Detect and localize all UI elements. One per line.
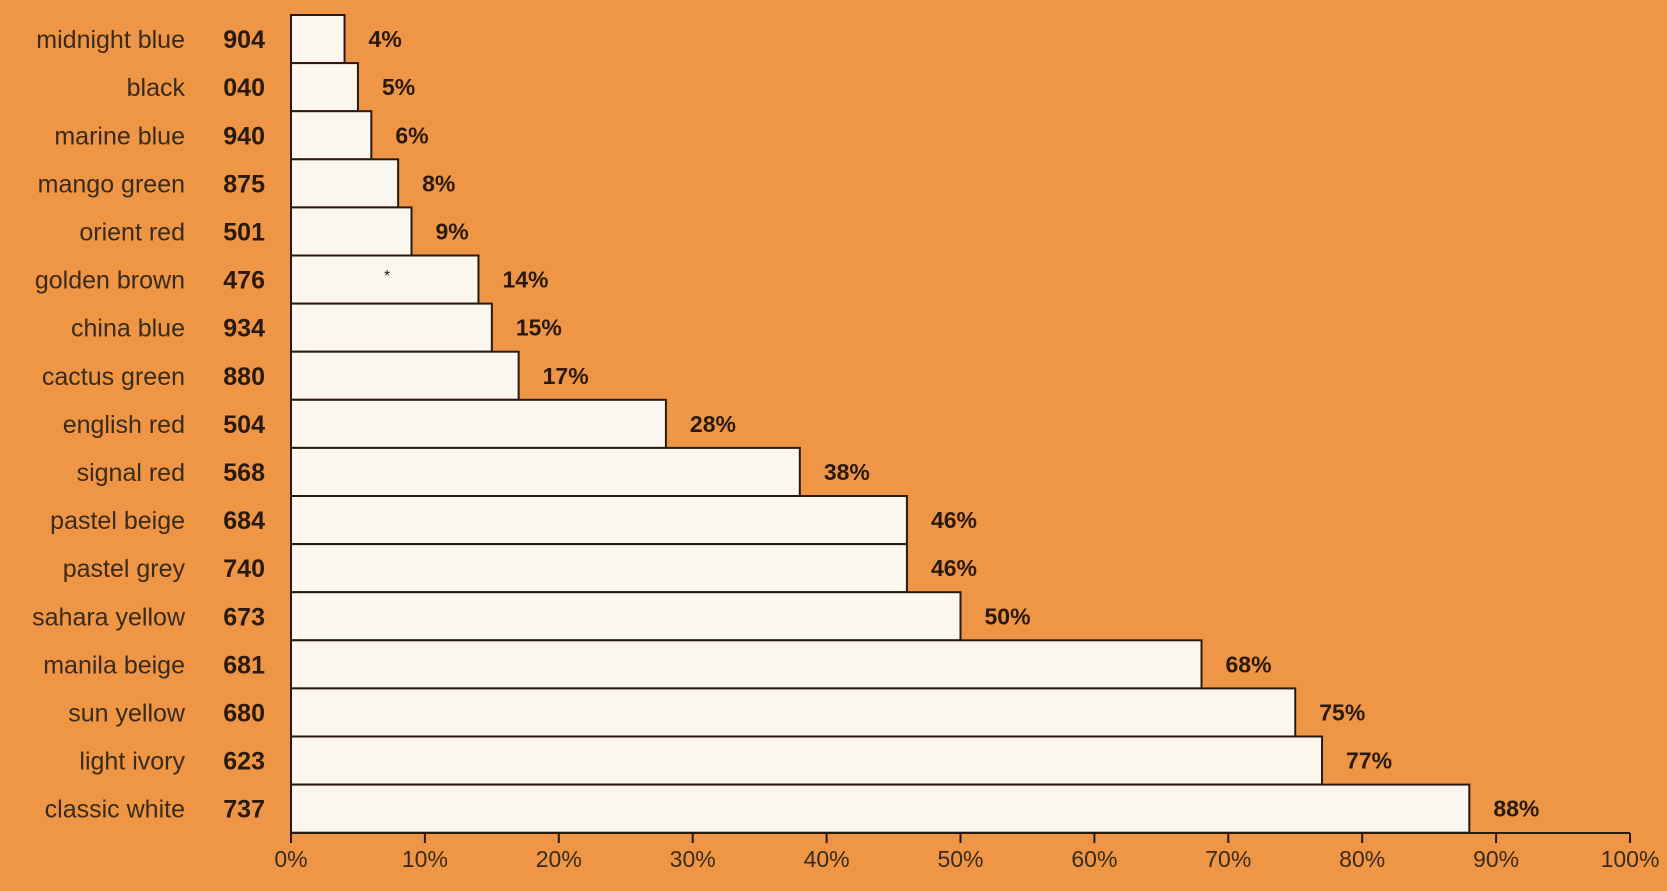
x-tick-label: 50% [937, 846, 983, 872]
x-tick-label: 60% [1071, 846, 1117, 872]
category-label: orient red [79, 218, 185, 246]
value-label: 68% [1226, 651, 1272, 677]
code-label: 623 [223, 748, 265, 776]
code-label: 940 [223, 122, 265, 150]
bar-english-red [290, 398, 667, 449]
code-label: 681 [223, 651, 265, 679]
bars-group: * [290, 14, 1471, 834]
x-tick-label: 80% [1339, 846, 1385, 872]
bar-classic-white [290, 783, 1471, 834]
x-ticks-group: 0% 10% 20% 30% 40% 50% 60% 70% 80% 90% 100% [274, 15, 1659, 872]
x-tick-label: 0% [274, 846, 307, 872]
bar-manila-beige [290, 639, 1203, 690]
category-label: china blue [71, 315, 185, 343]
value-label: 8% [422, 170, 455, 196]
value-label: 6% [395, 122, 428, 148]
code-label: 504 [223, 411, 265, 439]
category-label: black [127, 74, 186, 102]
x-tick-label: 30% [670, 846, 716, 872]
code-label: 904 [223, 26, 265, 54]
code-label: 934 [223, 315, 265, 343]
category-label: golden brown [35, 267, 185, 295]
bar-black [290, 62, 359, 113]
category-label: manila beige [43, 651, 185, 679]
value-label: 5% [382, 74, 415, 100]
bar-orient-red [290, 206, 413, 257]
value-label: 75% [1319, 699, 1365, 725]
code-label: 680 [223, 699, 265, 727]
code-label: 875 [223, 170, 265, 198]
category-label: pastel beige [50, 507, 185, 535]
code-label: 501 [223, 218, 265, 246]
bar-signal-red [290, 446, 801, 497]
bar-pastel-grey [290, 543, 908, 594]
code-label: 880 [223, 363, 265, 391]
value-label: 38% [824, 459, 870, 485]
value-label: 46% [931, 507, 977, 533]
code-label: 476 [223, 267, 265, 295]
value-label: 4% [369, 26, 402, 52]
bar-sun-yellow [290, 687, 1297, 738]
value-label: 14% [502, 267, 548, 293]
x-tick-label: 100% [1601, 846, 1660, 872]
bar-china-blue [290, 302, 493, 353]
bar-marine-blue [290, 110, 373, 161]
value-label: 15% [516, 315, 562, 341]
category-label: cactus green [42, 363, 185, 391]
labels-group: midnight blue 904 4% black 040 5% marine blue 9… [32, 26, 1539, 824]
bar-cactus-green [290, 350, 520, 401]
speck-mark: * [384, 268, 390, 285]
category-label: signal red [77, 459, 185, 487]
x-tick-label: 20% [536, 846, 582, 872]
code-label: 040 [223, 74, 265, 102]
bar-pastel-beige [290, 495, 908, 546]
value-label: 50% [985, 603, 1031, 629]
category-label: sahara yellow [32, 603, 186, 631]
category-label: sun yellow [68, 699, 186, 727]
x-tick-label: 40% [804, 846, 850, 872]
x-tick-label: 10% [402, 846, 448, 872]
code-label: 740 [223, 555, 265, 583]
bar-midnight-blue [290, 14, 346, 65]
x-tick-label: 90% [1473, 846, 1519, 872]
category-label: marine blue [54, 122, 185, 150]
code-label: 568 [223, 459, 265, 487]
category-label: classic white [45, 796, 185, 824]
bar-light-ivory [290, 735, 1324, 786]
code-label: 737 [223, 796, 265, 824]
category-label: pastel grey [63, 555, 186, 583]
value-label: 9% [436, 218, 469, 244]
value-label: 88% [1493, 796, 1539, 822]
category-label: midnight blue [36, 26, 185, 54]
value-label: 17% [543, 363, 589, 389]
bar-sahara-yellow [290, 591, 962, 642]
x-tick-label: 70% [1205, 846, 1251, 872]
bar-mango-green [290, 158, 400, 209]
code-label: 673 [223, 603, 265, 631]
value-label: 77% [1346, 748, 1392, 774]
value-label: 28% [690, 411, 736, 437]
code-label: 684 [223, 507, 265, 535]
category-label: english red [63, 411, 185, 439]
category-label: mango green [38, 170, 185, 198]
value-label: 46% [931, 555, 977, 581]
category-label: light ivory [79, 748, 185, 776]
